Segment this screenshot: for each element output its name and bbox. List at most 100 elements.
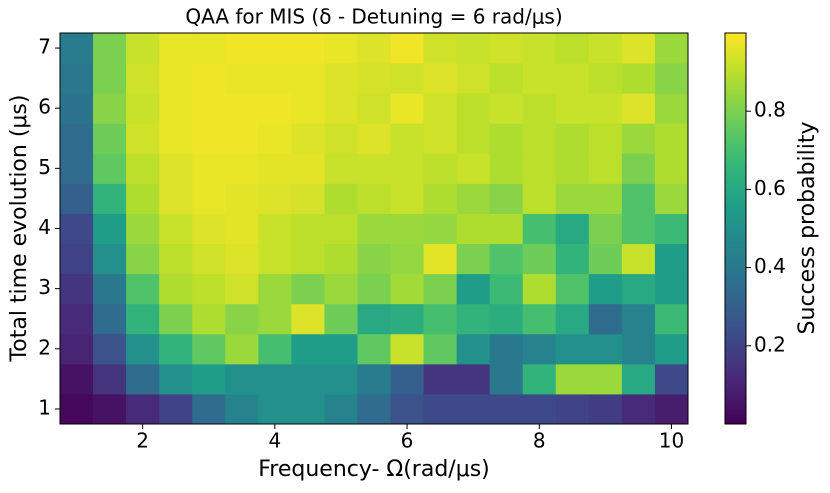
heatmap-cell: [60, 213, 94, 245]
heatmap-cell: [93, 273, 127, 305]
heatmap-cell: [192, 123, 226, 154]
heatmap-cell: [555, 33, 590, 64]
heatmap-cell: [456, 333, 491, 365]
heatmap-cell: [159, 393, 193, 425]
heatmap-cell: [588, 303, 623, 335]
y-tick-label: 6: [38, 95, 51, 119]
y-tick-label: 7: [38, 35, 51, 59]
heatmap-cell: [489, 213, 524, 245]
heatmap-cell: [291, 243, 325, 275]
heatmap-cell: [291, 93, 325, 124]
y-tick-label: 2: [38, 335, 51, 359]
heatmap-cell: [225, 393, 259, 425]
heatmap-cell: [126, 243, 160, 275]
heatmap-cell: [621, 153, 656, 184]
x-tick-label: 2: [136, 429, 149, 453]
heatmap-cell: [390, 93, 425, 124]
heatmap-cell: [456, 213, 491, 245]
heatmap-cell: [621, 363, 656, 395]
heatmap-cell: [621, 333, 656, 365]
heatmap-cell: [390, 33, 425, 64]
heatmap-cell: [522, 213, 557, 245]
heatmap-cell: [588, 273, 623, 305]
heatmap-cell: [423, 123, 458, 154]
heatmap-cell: [60, 123, 94, 154]
heatmap-cell: [159, 333, 193, 365]
heatmap-cell: [192, 363, 226, 395]
heatmap-cell: [93, 303, 127, 335]
heatmap-cell: [225, 273, 259, 305]
heatmap-cell: [126, 123, 160, 154]
heatmap-cell: [423, 93, 458, 124]
heatmap-cell: [489, 273, 524, 305]
heatmap-cell: [357, 93, 392, 124]
heatmap-cell: [489, 33, 524, 64]
heatmap-cell: [555, 213, 590, 245]
heatmap-cell: [126, 393, 160, 425]
x-axis-label: Frequency- Ω(rad/μs): [258, 457, 490, 482]
heatmap-cell: [489, 393, 524, 425]
heatmap-cell: [192, 243, 226, 275]
heatmap-cell: [126, 183, 160, 214]
heatmap-cell: [126, 63, 160, 94]
heatmap-cell: [192, 393, 226, 425]
heatmap-cell: [456, 303, 491, 335]
heatmap-cell: [126, 153, 160, 184]
heatmap-cell: [258, 243, 292, 275]
heatmap-cell: [456, 183, 491, 214]
heatmap-cell: [390, 363, 425, 395]
heatmap-cell: [324, 33, 358, 64]
heatmap-cell: [456, 93, 491, 124]
heatmap-cell: [423, 333, 458, 365]
heatmap-cell: [390, 63, 425, 94]
heatmap-cell: [522, 183, 557, 214]
heatmap-cell: [522, 393, 557, 425]
heatmap-cell: [456, 63, 491, 94]
heatmap-cell: [522, 63, 557, 94]
heatmap-cell: [456, 33, 491, 64]
heatmap-cell: [225, 363, 259, 395]
heatmap-cell: [93, 393, 127, 425]
heatmap-cell: [522, 123, 557, 154]
heatmap-cell: [555, 183, 590, 214]
y-tick-label: 5: [38, 155, 51, 179]
heatmap-cell: [357, 393, 392, 425]
heatmap-cell: [225, 303, 259, 335]
x-tick-label: 6: [401, 429, 414, 453]
heatmap-cell: [159, 33, 193, 64]
heatmap-cell: [654, 243, 689, 275]
heatmap-cell: [93, 63, 127, 94]
heatmap-cell: [390, 123, 425, 154]
heatmap-cell: [324, 213, 358, 245]
heatmap-cell: [555, 393, 590, 425]
heatmap-cell: [258, 33, 292, 64]
heatmap-cell: [522, 333, 557, 365]
heatmap-cell: [192, 183, 226, 214]
heatmap-cell: [159, 123, 193, 154]
heatmap-cell: [324, 363, 358, 395]
heatmap-cell: [357, 363, 392, 395]
heatmap-cell: [588, 393, 623, 425]
heatmap-cell: [357, 333, 392, 365]
heatmap-cell: [126, 33, 160, 64]
heatmap-cell: [225, 183, 259, 214]
heatmap-cell: [93, 363, 127, 395]
heatmap-cell: [291, 213, 325, 245]
heatmap-cell: [555, 123, 590, 154]
heatmap-cell: [225, 213, 259, 245]
heatmap-cell: [390, 333, 425, 365]
x-tick-label: 8: [533, 429, 546, 453]
heatmap-cell: [324, 63, 358, 94]
heatmap-cell: [291, 303, 325, 335]
heatmap-cell: [126, 213, 160, 245]
heatmap-cell: [225, 33, 259, 64]
colorbar-tick-label: 0.4: [754, 254, 786, 278]
heatmap-cell: [225, 153, 259, 184]
heatmap-cell: [588, 243, 623, 275]
heatmap-cell: [258, 63, 292, 94]
y-tick-label: 3: [38, 275, 51, 299]
heatmap-cell: [159, 243, 193, 275]
heatmap-cell: [324, 273, 358, 305]
heatmap-cell: [555, 153, 590, 184]
heatmap-cell: [324, 333, 358, 365]
